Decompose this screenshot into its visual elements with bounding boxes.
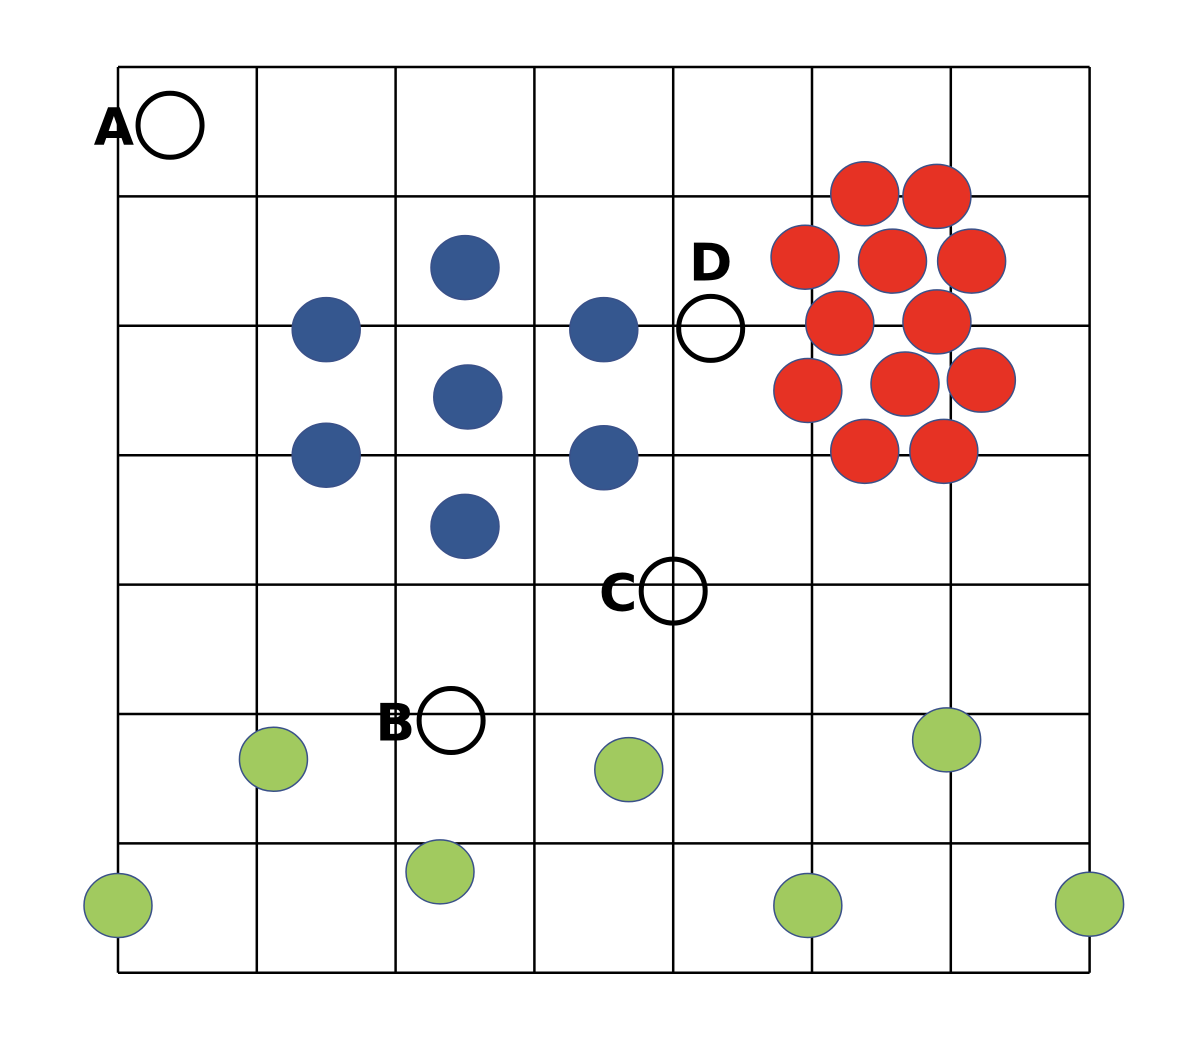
blue-point	[430, 234, 500, 301]
red-point	[829, 418, 900, 485]
query-point-a	[135, 90, 205, 160]
red-point	[857, 228, 928, 294]
green-point	[238, 726, 309, 793]
query-point-c	[638, 556, 708, 626]
red-point	[902, 163, 972, 230]
blue-point	[433, 364, 503, 430]
blue-point	[430, 493, 500, 560]
red-class-points	[770, 161, 1017, 485]
red-point	[773, 357, 843, 424]
red-point	[770, 224, 840, 290]
query-points: A B C D	[94, 90, 746, 755]
blue-class-points	[291, 234, 639, 560]
green-point	[1054, 871, 1125, 937]
red-point	[936, 228, 1007, 294]
green-point	[594, 736, 664, 803]
blue-point	[569, 425, 639, 491]
query-label-b: B	[375, 693, 415, 753]
red-point	[902, 289, 972, 355]
query-point-b	[416, 685, 486, 755]
green-point	[83, 872, 153, 939]
red-point	[829, 161, 900, 227]
query-label-d: D	[689, 233, 732, 293]
red-point	[805, 290, 875, 356]
query-label-c: C	[599, 564, 637, 624]
green-class-points	[83, 707, 1125, 939]
green-point	[405, 839, 475, 905]
red-point	[870, 351, 940, 417]
green-point	[773, 872, 843, 939]
blue-point	[291, 296, 361, 363]
query-label-a: A	[94, 98, 134, 158]
blue-point	[569, 296, 639, 363]
red-point	[909, 418, 979, 485]
query-point-d	[676, 293, 746, 363]
blue-point	[291, 422, 361, 488]
red-point	[946, 347, 1017, 413]
green-point	[911, 707, 982, 773]
